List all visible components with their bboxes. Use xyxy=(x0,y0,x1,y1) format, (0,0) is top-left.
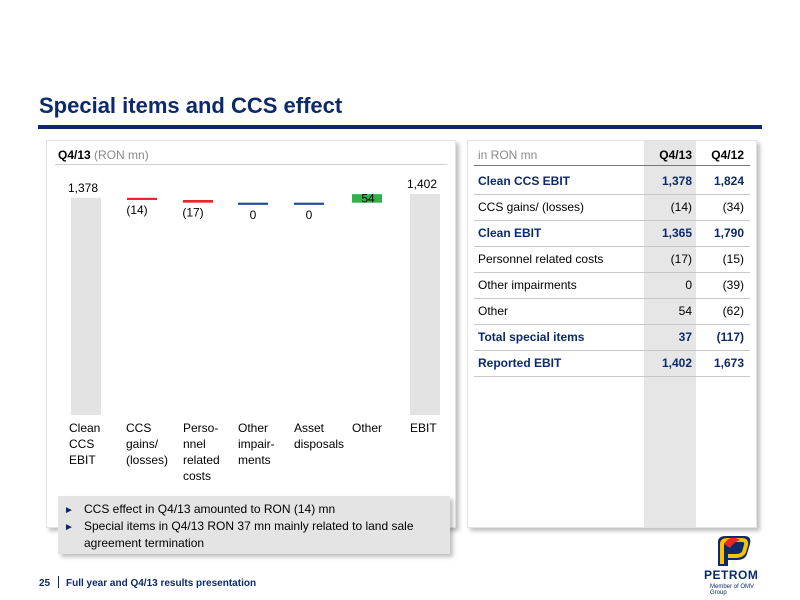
bullet-text: CCS effect in Q4/13 amounted to RON (14)… xyxy=(84,502,336,516)
row-label: Personnel related costs xyxy=(478,252,604,266)
bar-value-label: (14) xyxy=(126,203,147,217)
logo-tagline: Member of OMV Group xyxy=(710,584,755,596)
row-value-q4-12: (15) xyxy=(722,252,744,266)
bar-value-label: 0 xyxy=(250,208,257,222)
petrom-emblem-icon xyxy=(718,536,751,566)
row-value-q4-13: 1,365 xyxy=(661,226,692,240)
bar-zero xyxy=(294,202,324,205)
table-row: CCS gains/ (losses) (14) (34) xyxy=(474,194,750,221)
column-header-q4-12: Q4/12 xyxy=(711,148,744,162)
row-value-q4-12: 1,824 xyxy=(713,174,744,188)
bar-total xyxy=(410,194,440,415)
category-label: Other impair- ments xyxy=(238,421,275,467)
table-row: Other 54 (62) xyxy=(474,298,750,325)
table-header-divider xyxy=(474,165,750,166)
table-row: Total special items 37 (117) xyxy=(474,324,750,351)
table-unit: in RON mn xyxy=(478,148,538,162)
petrom-logo: PETROM Member of OMV Group xyxy=(700,530,770,598)
title-divider xyxy=(38,125,762,129)
row-value-q4-13: (14) xyxy=(670,200,692,214)
row-label: Other impairments xyxy=(478,278,577,292)
bar-value-label: 1,378 xyxy=(68,181,98,195)
row-value-q4-12: (62) xyxy=(722,304,744,318)
row-value-q4-13: 37 xyxy=(678,330,692,344)
row-value-q4-13: 1,378 xyxy=(661,174,692,188)
row-label: Other xyxy=(478,304,509,318)
row-value-q4-13: 54 xyxy=(678,304,692,318)
bullet-text: Special items in Q4/13 RON 37 mn mainly … xyxy=(84,519,414,550)
row-value-q4-12: (34) xyxy=(722,200,744,214)
chart-header-divider xyxy=(55,164,447,165)
table-row: Reported EBIT 1,402 1,673 xyxy=(474,350,750,377)
footer-separator xyxy=(58,576,59,588)
row-label: CCS gains/ (losses) xyxy=(478,200,585,214)
footer-text: Full year and Q4/13 results presentation xyxy=(66,578,257,589)
bar-decrease xyxy=(183,199,213,203)
row-value-q4-12: 1,673 xyxy=(713,356,744,370)
bar-value-label: (17) xyxy=(182,206,203,220)
row-label: Clean CCS EBIT xyxy=(478,174,571,188)
bar-value-label: 54 xyxy=(361,191,375,205)
bar-increase xyxy=(352,194,382,203)
category-label: Clean CCS EBIT xyxy=(69,421,101,467)
category-label: EBIT xyxy=(410,421,437,435)
chart-period: Q4/13 xyxy=(58,148,91,162)
bar-decrease xyxy=(127,197,157,200)
row-label: Clean EBIT xyxy=(478,226,542,240)
table-panel: in RON mn Q4/13 Q4/12 Clean CCS EBIT 1,37… xyxy=(467,140,757,528)
table-row: Clean CCS EBIT 1,378 1,824 xyxy=(474,168,750,195)
arrow-right-icon: ► xyxy=(64,505,74,516)
category-label: Other xyxy=(352,421,383,435)
bar-total xyxy=(71,197,101,415)
column-header-q4-13: Q4/13 xyxy=(659,148,692,162)
current-period-column-shade xyxy=(644,141,696,527)
table-row: Clean EBIT 1,365 1,790 xyxy=(474,220,750,247)
bar-zero xyxy=(238,202,268,205)
arrow-right-icon: ► xyxy=(64,522,74,533)
page-title: Special items and CCS effect xyxy=(39,93,343,118)
row-value-q4-13: 1,402 xyxy=(661,356,692,370)
category-label: Perso- nnel related costs xyxy=(183,421,220,483)
row-label: Reported EBIT xyxy=(478,356,562,370)
row-label: Total special items xyxy=(478,330,585,344)
bar-value-label: 1,402 xyxy=(407,177,437,191)
logo-brand: PETROM xyxy=(704,568,759,582)
row-value-q4-13: 0 xyxy=(685,278,692,292)
category-label: CCS gains/ (losses) xyxy=(126,421,169,467)
row-value-q4-12: (39) xyxy=(722,278,744,292)
bar-value-label: 0 xyxy=(306,208,313,222)
chart-unit: (RON mn) xyxy=(94,148,149,162)
commentary-box: ► CCS effect in Q4/13 amounted to RON (1… xyxy=(58,496,450,554)
row-value-q4-12: (117) xyxy=(716,330,744,344)
row-value-q4-12: 1,790 xyxy=(713,226,744,240)
table-row: Other impairments 0 (39) xyxy=(474,272,750,299)
chart-panel-header: Q4/13 (RON mn) xyxy=(58,148,149,162)
row-value-q4-13: (17) xyxy=(670,252,692,266)
category-label: Asset disposals xyxy=(294,421,345,451)
table-row: Personnel related costs (17) (15) xyxy=(474,246,750,273)
page-number: 25 xyxy=(39,578,51,589)
